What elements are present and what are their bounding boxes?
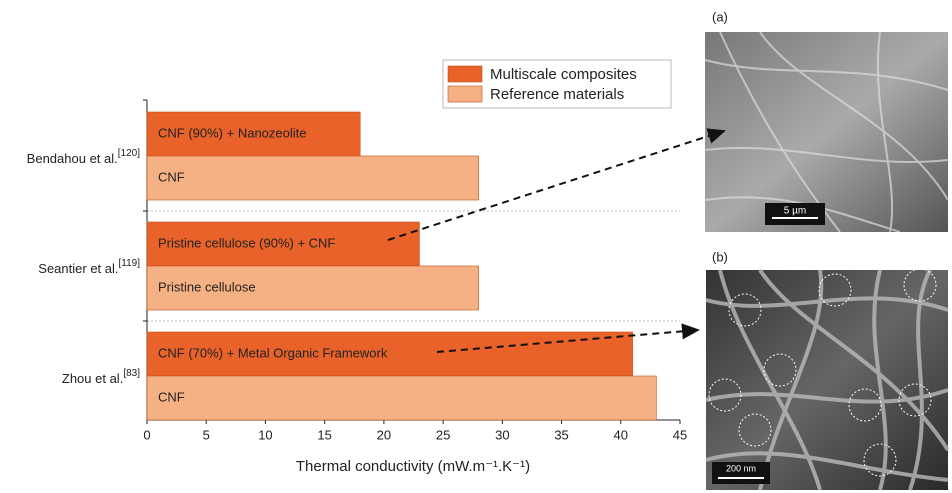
image-label: (b) — [712, 249, 728, 264]
chart: (a) (b) 5 µm 200 nm Thermal conductivity… — [0, 0, 952, 493]
x-tick-label: 0 — [143, 427, 150, 442]
legend-label: Reference materials — [490, 86, 624, 103]
x-tick-label: 10 — [258, 427, 272, 442]
legend-label: Multiscale composites — [490, 66, 637, 83]
bar-label: Pristine cellulose (90%) + CNF — [158, 235, 335, 250]
category-ref: [83] — [123, 368, 140, 379]
x-axis-title: Thermal conductivity (mW.m⁻¹.K⁻¹) — [296, 458, 530, 475]
sem-image-a — [705, 32, 948, 232]
bar-label: CNF (90%) + Nanozeolite — [158, 125, 306, 140]
bar-label: Pristine cellulose — [158, 279, 256, 294]
category-label: Bendahou et al.[120] — [27, 148, 141, 167]
bar-label: CNF (70%) + Metal Organic Framework — [158, 345, 388, 360]
category-ref: [119] — [119, 258, 141, 269]
x-tick-label: 15 — [317, 427, 331, 442]
category-name: Seantier et al. — [38, 261, 118, 276]
bar-label: CNF — [158, 389, 185, 404]
x-tick-label: 20 — [377, 427, 391, 442]
x-tick-label: 5 — [203, 427, 210, 442]
category-label: Zhou et al.[83] — [62, 368, 140, 387]
x-tick-label: 40 — [614, 427, 628, 442]
sem-image-b — [706, 269, 948, 490]
x-tick-label: 45 — [673, 427, 687, 442]
page: (a) (b) 5 µm 200 nm Thermal conductivity… — [0, 0, 952, 493]
bar — [147, 156, 479, 200]
legend-swatch — [448, 66, 482, 82]
legend-swatch — [448, 86, 482, 102]
bar-label: CNF — [158, 169, 185, 184]
scale-bar-label: 200 nm — [726, 463, 756, 473]
scale-bar-label: 5 µm — [784, 206, 806, 217]
x-tick-label: 25 — [436, 427, 450, 442]
bar — [147, 376, 656, 420]
category-name: Zhou et al. — [62, 371, 123, 386]
category-name: Bendahou et al. — [27, 151, 118, 166]
x-tick-label: 35 — [554, 427, 568, 442]
y-axis-ticks — [143, 100, 147, 321]
category-label: Seantier et al.[119] — [38, 258, 140, 277]
x-tick-label: 30 — [495, 427, 509, 442]
image-label: (a) — [712, 9, 728, 24]
category-ref: [120] — [118, 148, 140, 159]
